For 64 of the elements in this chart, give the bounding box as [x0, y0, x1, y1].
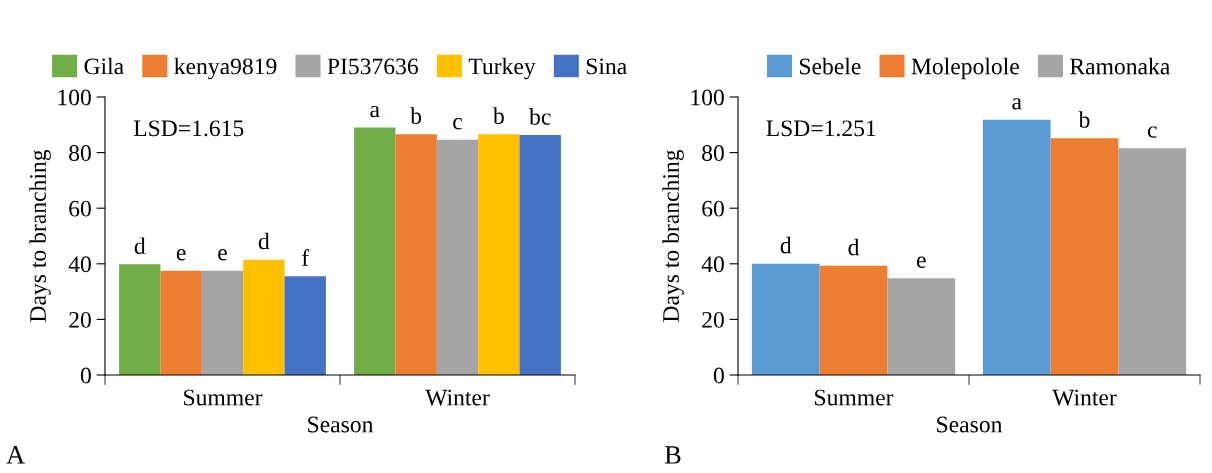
y-tick-label: 40	[701, 256, 724, 273]
legend-label: Gila	[84, 57, 124, 75]
data-label: d	[780, 236, 792, 254]
data-label: b	[492, 107, 504, 124]
bar	[519, 135, 561, 375]
bar	[751, 263, 820, 375]
annotation: LSD=1.251	[766, 120, 876, 137]
data-label: b	[1078, 111, 1090, 128]
y-tick-label: 0	[80, 367, 91, 384]
text: A	[6, 446, 25, 464]
data-label: c	[453, 118, 463, 130]
text: B	[664, 446, 681, 464]
y-tick-label: 80	[702, 145, 724, 162]
x-tick-label: Winter	[1052, 389, 1117, 406]
bar	[119, 264, 161, 375]
bar	[1050, 138, 1119, 375]
data-label: e	[176, 249, 186, 261]
y-tick-label: 60	[69, 200, 91, 217]
data-label: e	[218, 249, 227, 261]
legend-label: Sebele	[799, 57, 861, 75]
bar	[395, 134, 437, 375]
data-label: bc	[529, 108, 551, 125]
bar	[819, 265, 888, 375]
x-tick-label: Winter	[425, 389, 490, 406]
y-tick-label: 100	[691, 89, 724, 106]
legend-label: Turkey	[468, 57, 536, 80]
legend-label: PI537636	[327, 58, 419, 75]
legend-label: Molepolole	[911, 57, 1019, 80]
data-label: b	[410, 107, 422, 124]
data-label: f	[302, 249, 310, 266]
bar	[436, 139, 479, 375]
data-label: e	[916, 256, 926, 268]
y-tick-label: 20	[69, 311, 91, 328]
y-tick-label: 60	[702, 200, 724, 217]
legend-label: Sina	[586, 58, 627, 75]
bar	[1118, 148, 1187, 375]
legend-label: kenya9819	[174, 57, 277, 80]
y-axis-title: Days to branching	[29, 149, 51, 322]
y-tick-label: 100	[58, 89, 91, 106]
x-tick-label: Summer	[184, 389, 263, 406]
data-label: d	[258, 232, 270, 250]
x-axis-title: Season	[937, 416, 1003, 433]
bar	[887, 278, 956, 375]
y-axis-title: Days to branching	[662, 149, 684, 322]
data-label: d	[848, 238, 860, 256]
data-label: c	[1147, 126, 1157, 138]
y-tick-label: 0	[713, 367, 724, 384]
bar	[284, 276, 326, 375]
bar	[982, 119, 1051, 375]
x-tick-label: Summer	[815, 389, 894, 406]
y-tick-label: 80	[69, 145, 91, 162]
bar	[478, 134, 520, 375]
bar	[201, 270, 244, 375]
data-label: a	[1012, 98, 1022, 110]
annotation: LSD=1.615	[133, 120, 244, 137]
y-tick-label: 20	[702, 311, 724, 328]
data-label: a	[370, 105, 380, 118]
bar	[354, 127, 396, 375]
bar	[160, 270, 202, 375]
legend-label: Ramonaka	[1070, 57, 1170, 75]
data-label: d	[134, 237, 146, 254]
bar	[243, 259, 285, 375]
y-tick-label: 40	[68, 256, 91, 273]
x-axis-title: Season	[308, 416, 374, 433]
